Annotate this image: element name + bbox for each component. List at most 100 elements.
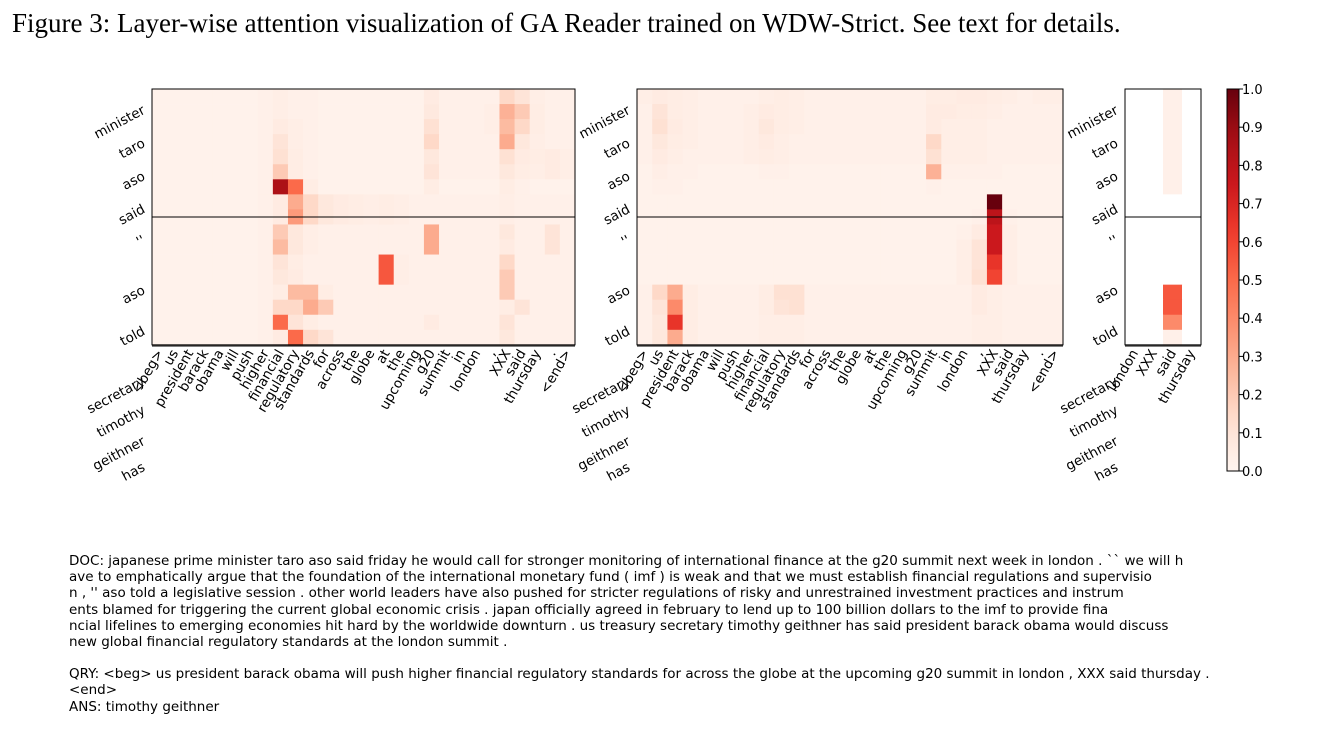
heatmap-cell bbox=[667, 284, 684, 301]
heatmap-cell bbox=[773, 314, 790, 331]
heatmap-cell bbox=[499, 224, 515, 240]
heatmap-cell bbox=[257, 164, 274, 180]
heatmap-cell bbox=[910, 149, 927, 165]
x-tick-label: , bbox=[483, 347, 499, 359]
heatmap-cell bbox=[514, 224, 531, 240]
heatmap-cell bbox=[167, 134, 183, 150]
heatmap-cell bbox=[910, 179, 927, 195]
heatmap-cell bbox=[986, 254, 1003, 270]
heatmap-cell bbox=[182, 314, 198, 331]
heatmap-cell bbox=[212, 104, 228, 120]
heatmap-cell bbox=[393, 299, 410, 316]
heatmap-cell bbox=[227, 329, 244, 346]
heatmap-cell bbox=[697, 119, 714, 135]
heatmap-cell bbox=[484, 329, 500, 346]
heatmap-cell bbox=[758, 224, 775, 240]
heatmap-cell bbox=[529, 89, 546, 105]
heatmap-cell bbox=[408, 194, 425, 210]
doc-line: ncial lifelines to emerging economies hi… bbox=[69, 617, 1169, 634]
heatmap-cell bbox=[971, 179, 988, 195]
y-tick-label: has bbox=[119, 459, 148, 484]
heatmap-cell bbox=[697, 254, 714, 270]
heatmap-cell bbox=[1125, 254, 1145, 270]
heatmap-cell bbox=[378, 269, 395, 286]
heatmap-cell bbox=[865, 179, 881, 195]
heatmap-cell bbox=[819, 329, 836, 346]
heatmap-cell bbox=[363, 254, 380, 270]
heatmap-cell bbox=[1163, 164, 1183, 180]
heatmap-cell bbox=[287, 179, 304, 195]
heatmap-cell bbox=[773, 149, 790, 165]
heatmap-cell bbox=[804, 299, 820, 316]
heatmap-cell bbox=[1017, 104, 1033, 120]
heatmap-cell bbox=[910, 164, 927, 180]
heatmap-cell bbox=[1047, 269, 1064, 286]
heatmap-cell bbox=[697, 179, 714, 195]
heatmap-cell bbox=[408, 269, 425, 286]
heatmap-cell bbox=[986, 194, 1003, 210]
heatmap-cell bbox=[167, 329, 183, 346]
heatmap-cell bbox=[880, 239, 897, 255]
heatmap-cell bbox=[439, 314, 455, 331]
heatmap-cell bbox=[393, 239, 410, 255]
heatmap-cell bbox=[926, 269, 942, 286]
heatmap-cell bbox=[559, 164, 576, 180]
heatmap-cell bbox=[773, 254, 790, 270]
heatmap-cell bbox=[926, 314, 942, 331]
heatmap-cell bbox=[682, 239, 699, 255]
heatmap-cell bbox=[667, 329, 684, 346]
heatmap-cell bbox=[529, 134, 546, 150]
y-tick-label: said bbox=[116, 201, 148, 228]
heatmap-cell bbox=[212, 284, 228, 301]
heatmap-cell bbox=[303, 314, 319, 331]
heatmap-cell bbox=[986, 119, 1003, 135]
heatmap-cell bbox=[1002, 89, 1018, 105]
heatmap-cell bbox=[941, 179, 957, 195]
heatmap-cell bbox=[895, 149, 912, 165]
heatmap-cell bbox=[408, 149, 425, 165]
heatmap-cell bbox=[544, 329, 561, 346]
heatmap-cell bbox=[1017, 149, 1033, 165]
heatmap-cell bbox=[758, 254, 775, 270]
heatmap-cell bbox=[454, 224, 470, 240]
heatmap-cell bbox=[941, 329, 957, 346]
heatmap-cell bbox=[454, 89, 470, 105]
heatmap-cell bbox=[941, 299, 957, 316]
heatmap-cell bbox=[895, 89, 912, 105]
heatmap-cell bbox=[333, 329, 349, 346]
heatmap-cell bbox=[986, 224, 1003, 240]
heatmap-cell bbox=[1017, 299, 1033, 316]
heatmap-cell bbox=[667, 119, 684, 135]
heatmap-cell bbox=[941, 194, 957, 210]
heatmap-cell bbox=[773, 284, 790, 301]
heatmap-cell bbox=[318, 299, 334, 316]
heatmap-cell bbox=[257, 269, 274, 286]
heatmap-cell bbox=[393, 194, 410, 210]
heatmap-cell bbox=[971, 269, 988, 286]
heatmap-cell bbox=[743, 239, 760, 255]
heatmap-cell bbox=[257, 134, 274, 150]
heatmap-cell bbox=[804, 329, 820, 346]
heatmap-cell bbox=[272, 89, 289, 105]
heatmap-cell bbox=[895, 284, 912, 301]
heatmap-cell bbox=[544, 239, 561, 255]
heatmap-cell bbox=[758, 149, 775, 165]
heatmap-cell bbox=[272, 299, 289, 316]
heatmap-cell bbox=[423, 254, 440, 270]
heatmap-cell bbox=[819, 134, 836, 150]
heatmap-cell bbox=[834, 89, 851, 105]
heatmap-cell bbox=[167, 179, 183, 195]
heatmap-cell bbox=[789, 89, 805, 105]
heatmap-cell bbox=[272, 329, 289, 346]
heatmap-cell bbox=[1125, 149, 1145, 165]
y-tick-label: told bbox=[1091, 323, 1121, 349]
heatmap-cell bbox=[834, 299, 851, 316]
heatmap-cell bbox=[544, 284, 561, 301]
heatmap-cell bbox=[758, 164, 775, 180]
heatmap-cell bbox=[758, 329, 775, 346]
heatmap-cell bbox=[378, 194, 395, 210]
heatmap-cell bbox=[743, 119, 760, 135]
heatmap-cell bbox=[956, 89, 973, 105]
heatmap-cell bbox=[212, 269, 228, 286]
heatmap-cell bbox=[318, 329, 334, 346]
